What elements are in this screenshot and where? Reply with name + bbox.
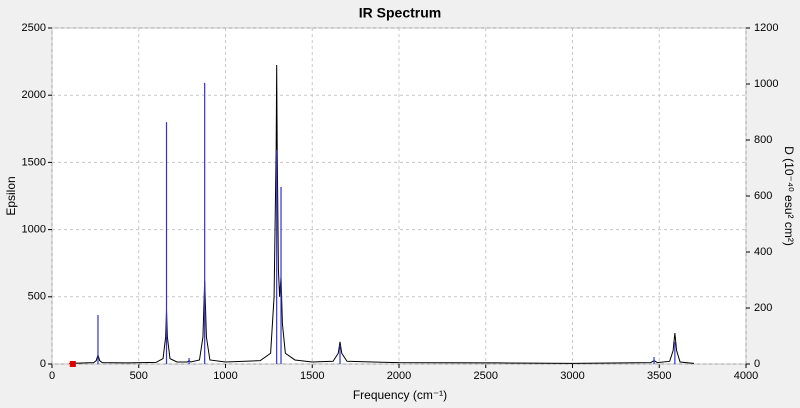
x-tick-label: 3000 (560, 370, 584, 382)
y2-tick-label: 800 (754, 134, 772, 146)
y-tick-label: 1000 (22, 224, 46, 236)
x-tick-label: 2500 (474, 370, 498, 382)
x-axis-label: Frequency (cm⁻¹) (353, 388, 447, 402)
spectrum-line (69, 64, 694, 364)
y2-tick-label: 200 (754, 302, 772, 314)
y-tick-label: 2000 (22, 89, 46, 101)
y-tick-label: 2500 (22, 22, 46, 34)
y2-axis-label: D (10⁻⁴⁰ esu² cm²) (782, 146, 796, 246)
x-tick-label: 4000 (734, 370, 758, 382)
y2-tick-label: 600 (754, 190, 772, 202)
x-tick-label: 1500 (300, 370, 324, 382)
y2-tick-label: 400 (754, 246, 772, 258)
chart-title: IR Spectrum (359, 5, 441, 21)
x-tick-label: 0 (49, 370, 55, 382)
x-tick-label: 500 (130, 370, 148, 382)
x-tick-label: 1000 (213, 370, 237, 382)
marker (69, 361, 76, 367)
x-tick-label: 3500 (647, 370, 671, 382)
y-tick-label: 500 (28, 291, 46, 303)
y2-tick-label: 1000 (754, 78, 778, 90)
x-tick-label: 2000 (387, 370, 411, 382)
y2-tick-label: 0 (754, 358, 760, 370)
y-tick-label: 1500 (22, 156, 46, 168)
y-axis-label: Epsilon (4, 176, 18, 215)
y2-tick-label: 1200 (754, 22, 778, 34)
y-tick-label: 0 (40, 358, 46, 370)
